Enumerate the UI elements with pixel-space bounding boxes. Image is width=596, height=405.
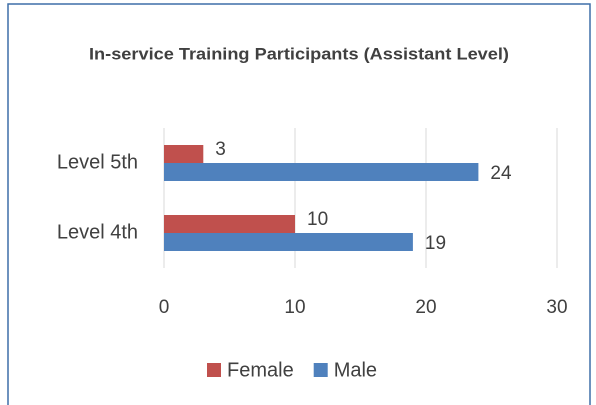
data-label: 19: [425, 233, 446, 254]
y-tick-label: Level 5th: [57, 151, 138, 173]
legend-label: Male: [334, 359, 377, 381]
legend-swatch: [313, 363, 328, 377]
legend-label: Female: [227, 359, 294, 381]
x-tick-label: 30: [546, 297, 567, 318]
x-tick-label: 20: [415, 297, 436, 318]
bar: [164, 233, 413, 251]
y-tick-label: Level 4th: [57, 221, 138, 243]
bar: [164, 163, 479, 181]
x-tick-label: 0: [159, 297, 170, 318]
bar: [164, 145, 204, 163]
data-label: 10: [307, 209, 328, 230]
bar: [164, 215, 295, 233]
chart-frame: [7, 3, 591, 405]
data-label: 3: [215, 139, 226, 160]
data-label: 24: [490, 163, 512, 184]
legend-swatch: [207, 363, 221, 377]
chart-title: In-service Training Participants (Assist…: [89, 44, 509, 63]
x-tick-label: 10: [284, 297, 305, 318]
